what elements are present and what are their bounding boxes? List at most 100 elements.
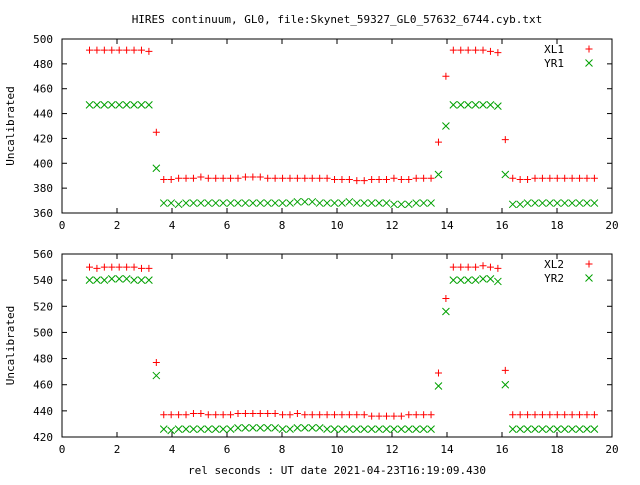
data-point <box>175 411 183 419</box>
data-point <box>464 46 472 54</box>
x-tick-label: 4 <box>169 443 176 456</box>
data-point <box>560 425 569 434</box>
data-point <box>464 263 472 271</box>
data-point <box>227 411 235 419</box>
data-point <box>560 199 569 207</box>
data-point <box>501 380 510 389</box>
data-point <box>286 425 294 434</box>
data-point <box>167 411 175 419</box>
data-point <box>442 122 450 130</box>
data-point <box>494 264 502 272</box>
legend-label: YR1 <box>544 57 564 70</box>
data-point <box>553 411 561 419</box>
data-point <box>353 411 361 419</box>
data-point <box>538 411 546 419</box>
data-point <box>331 175 339 183</box>
data-point <box>486 101 495 109</box>
data-point <box>568 425 576 434</box>
data-point <box>204 411 212 419</box>
data-point <box>100 276 109 284</box>
data-point <box>123 263 131 271</box>
data-point <box>412 425 421 434</box>
data-point <box>457 46 465 54</box>
data-point <box>345 197 354 206</box>
data-point <box>204 425 213 434</box>
data-point <box>523 199 532 207</box>
data-point <box>241 423 250 432</box>
data-point <box>419 425 428 434</box>
x-tick-label: 8 <box>279 219 286 232</box>
data-point <box>412 174 420 182</box>
data-point <box>524 175 532 183</box>
data-point <box>241 199 250 207</box>
data-point <box>212 411 220 419</box>
data-point <box>449 101 458 109</box>
data-point <box>404 425 413 434</box>
data-point <box>345 411 353 419</box>
data-point <box>115 263 123 271</box>
data-point <box>85 101 94 109</box>
data-point <box>494 277 502 286</box>
data-point <box>434 369 442 377</box>
data-point <box>338 425 346 434</box>
legend-label: XL1 <box>544 43 564 56</box>
x-tick-label: 2 <box>114 443 121 456</box>
data-point <box>93 46 101 54</box>
data-point <box>279 411 287 419</box>
data-point <box>248 423 257 432</box>
data-point <box>531 411 539 419</box>
data-point <box>405 175 413 183</box>
data-point <box>122 101 131 109</box>
data-point <box>501 366 509 374</box>
data-point <box>93 264 101 272</box>
data-point <box>545 199 554 207</box>
data-point <box>219 199 228 207</box>
data-point <box>241 409 249 417</box>
data-point <box>516 200 525 209</box>
data-point <box>516 411 524 419</box>
data-point <box>449 263 457 271</box>
data-point <box>479 46 487 54</box>
series-YR1 <box>85 101 599 209</box>
data-point <box>123 46 131 54</box>
x-tick-label: 6 <box>224 443 231 456</box>
data-point <box>338 199 346 207</box>
data-point <box>145 47 153 55</box>
data-point <box>226 425 235 434</box>
data-point <box>427 199 435 207</box>
data-point <box>308 174 316 182</box>
data-point <box>352 199 361 207</box>
data-point <box>553 199 562 207</box>
data-point <box>397 425 406 434</box>
data-point <box>182 199 190 207</box>
y-tick-label: 460 <box>33 83 53 96</box>
data-point <box>590 425 599 434</box>
top-panel: 0 2 4 6 8 10 12 14 16 18 20 360 380 400 420 440 460 480 50… <box>4 33 619 232</box>
data-point <box>174 425 183 434</box>
x-tick-label: 2 <box>114 219 121 232</box>
y-tick-label: 440 <box>33 108 53 121</box>
data-point <box>100 101 109 109</box>
x-tick-label: 14 <box>440 443 454 456</box>
x-tick-label: 16 <box>495 219 508 232</box>
data-point <box>553 174 561 182</box>
data-point <box>479 101 487 109</box>
data-point <box>197 409 205 417</box>
data-point <box>360 199 369 207</box>
x-tick-label: 20 <box>605 443 618 456</box>
data-point <box>546 411 554 419</box>
data-point <box>189 425 198 434</box>
data-point <box>308 411 316 419</box>
data-point <box>234 199 242 207</box>
data-point <box>590 411 598 419</box>
data-point <box>137 46 145 54</box>
data-point <box>397 175 405 183</box>
data-point <box>323 174 331 182</box>
data-point <box>479 274 487 283</box>
data-point <box>486 47 494 55</box>
data-point <box>471 101 480 109</box>
data-point <box>241 173 249 181</box>
y-axis-label: Uncalibrated <box>4 86 17 165</box>
data-point <box>293 174 301 182</box>
